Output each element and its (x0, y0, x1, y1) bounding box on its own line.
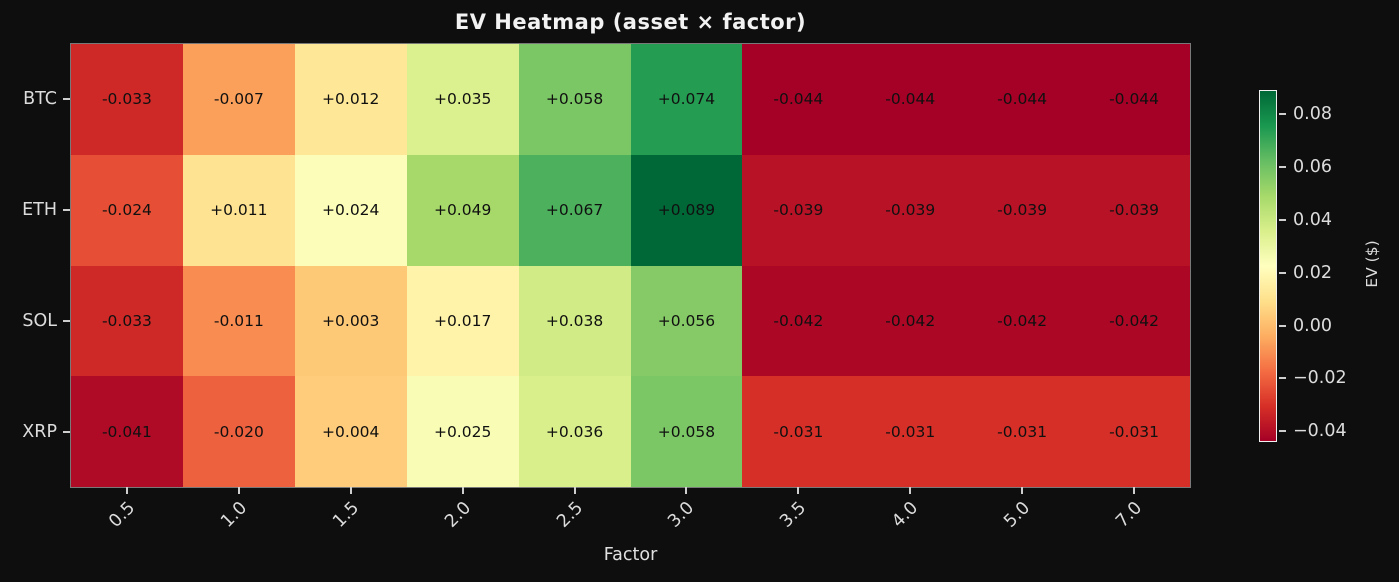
heatmap-cell-XRP-0.5: -0.041 (71, 376, 183, 487)
heatmap-cell-BTC-1.0: -0.007 (182, 44, 295, 155)
x-tick-mark (461, 487, 464, 494)
y-tick-mark (63, 430, 70, 433)
x-tick-mark (237, 487, 240, 494)
heatmap-cell-ETH-3.0: +0.089 (630, 154, 743, 266)
y-tick-mark (63, 209, 70, 212)
heatmap-cell-XRP-3.5: -0.031 (742, 376, 855, 487)
heatmap-cell-SOL-1.0: -0.011 (182, 265, 295, 377)
heatmap-cell-XRP-2.5: +0.036 (518, 376, 631, 487)
heatmap-cell-ETH-5.0: -0.039 (966, 154, 1079, 266)
heatmap-cell-BTC-5.0: -0.044 (966, 44, 1079, 155)
heatmap-cell-SOL-2.5: +0.038 (518, 265, 631, 377)
colorbar-tick-mark (1279, 324, 1286, 327)
y-tick-mark (63, 98, 70, 101)
colorbar-tick-label-0.06: 0.06 (1293, 156, 1332, 177)
colorbar-tick-label--0.02: −0.02 (1293, 368, 1347, 389)
heatmap-cell-XRP-3.0: +0.058 (630, 376, 743, 487)
chart-title: EV Heatmap (asset × factor) (454, 10, 807, 34)
heatmap-cell-ETH-1.0: +0.011 (182, 154, 295, 266)
heatmap-cell-SOL-5.0: -0.042 (966, 265, 1079, 377)
heatmap-cell-XRP-1.0: -0.020 (182, 376, 295, 487)
colorbar-tick-mark (1279, 112, 1286, 115)
heatmap-cell-XRP-5.0: -0.031 (966, 376, 1079, 487)
y-tick-label-SOL: SOL (22, 310, 57, 331)
colorbar-tick-label-0.02: 0.02 (1293, 262, 1332, 283)
heatmap-cell-BTC-7.0: -0.044 (1078, 44, 1190, 155)
colorbar-tick-label-0.08: 0.08 (1293, 103, 1332, 124)
heatmap-cell-SOL-1.5: +0.003 (294, 265, 407, 377)
heatmap-cell-XRP-1.5: +0.004 (294, 376, 407, 487)
heatmap-cell-SOL-3.0: +0.056 (630, 265, 743, 377)
heatmap-cell-XRP-4.0: -0.031 (854, 376, 967, 487)
heatmap-cell-SOL-2.0: +0.017 (406, 265, 519, 377)
colorbar-tick-label-0.04: 0.04 (1293, 209, 1332, 230)
y-tick-label-XRP: XRP (22, 421, 57, 442)
heatmap-cell-ETH-1.5: +0.024 (294, 154, 407, 266)
heatmap-cell-BTC-3.5: -0.044 (742, 44, 855, 155)
y-tick-mark (63, 319, 70, 322)
heatmap-cell-SOL-0.5: -0.033 (71, 265, 183, 377)
heatmap-plot: -0.033 -0.007 +0.012 +0.035 +0.058 +0.074 -0.0… (70, 43, 1191, 488)
y-tick-label-BTC: BTC (23, 89, 57, 110)
heatmap-cell-XRP-2.0: +0.025 (406, 376, 519, 487)
heatmap-cell-ETH-2.0: +0.049 (406, 154, 519, 266)
colorbar-tick-mark (1279, 271, 1286, 274)
colorbar-tick-mark (1279, 218, 1286, 221)
heatmap-cell-ETH-0.5: -0.024 (71, 154, 183, 266)
heatmap-cell-SOL-7.0: -0.042 (1078, 265, 1190, 377)
x-tick-mark (909, 487, 912, 494)
heatmap-cell-ETH-7.0: -0.039 (1078, 154, 1190, 266)
colorbar-tick-label-0.00: 0.00 (1293, 315, 1332, 336)
colorbar-tick-mark (1279, 165, 1286, 168)
x-tick-mark (349, 487, 352, 494)
x-tick-mark (797, 487, 800, 494)
heatmap-cell-BTC-1.5: +0.012 (294, 44, 407, 155)
heatmap-cell-BTC-2.5: +0.058 (518, 44, 631, 155)
heatmap-cell-ETH-3.5: -0.039 (742, 154, 855, 266)
heatmap-cell-BTC-0.5: -0.033 (71, 44, 183, 155)
y-tick-label-ETH: ETH (22, 200, 57, 221)
heatmap-cell-BTC-4.0: -0.044 (854, 44, 967, 155)
heatmap-cell-SOL-3.5: -0.042 (742, 265, 855, 377)
x-tick-mark (573, 487, 576, 494)
x-tick-mark (125, 487, 128, 494)
x-axis-label: Factor (603, 545, 658, 565)
heatmap-cell-ETH-2.5: +0.067 (518, 154, 631, 266)
x-tick-mark (1021, 487, 1024, 494)
heatmap-cell-BTC-2.0: +0.035 (406, 44, 519, 155)
colorbar (1259, 90, 1277, 442)
colorbar-label: EV ($) (1363, 240, 1381, 288)
colorbar-tick-mark (1279, 377, 1286, 380)
colorbar-tick-mark (1279, 430, 1286, 433)
heatmap-cell-BTC-3.0: +0.074 (630, 44, 743, 155)
heatmap-cell-XRP-7.0: -0.031 (1078, 376, 1190, 487)
heatmap-cell-ETH-4.0: -0.039 (854, 154, 967, 266)
colorbar-tick-label--0.04: −0.04 (1293, 421, 1347, 442)
heatmap-cell-SOL-4.0: -0.042 (854, 265, 967, 377)
x-tick-mark (1133, 487, 1136, 494)
x-tick-mark (685, 487, 688, 494)
